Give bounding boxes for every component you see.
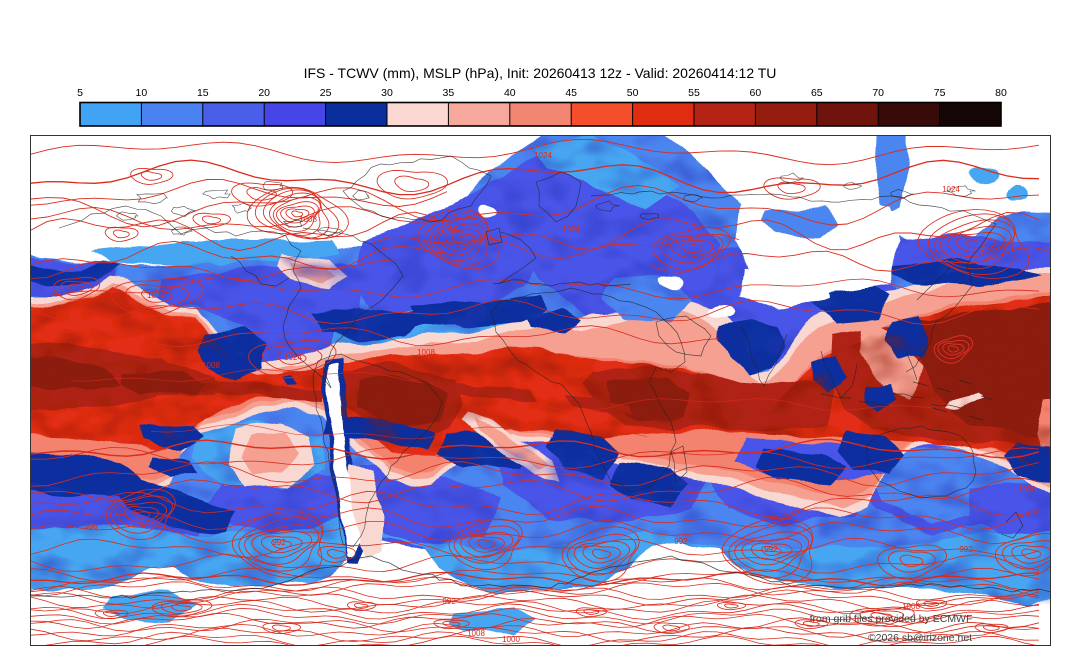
svg-text:20: 20: [258, 87, 270, 99]
svg-text:35: 35: [443, 87, 455, 99]
svg-text:1008: 1008: [202, 361, 220, 370]
svg-text:55: 55: [688, 87, 700, 99]
svg-text:1008: 1008: [902, 602, 920, 611]
svg-text:992: 992: [442, 597, 456, 606]
svg-text:80: 80: [995, 87, 1007, 99]
svg-text:992: 992: [674, 537, 688, 546]
svg-text:1000: 1000: [502, 635, 520, 644]
svg-text:10: 10: [136, 87, 148, 99]
svg-text:1008: 1008: [299, 215, 317, 224]
svg-text:1024: 1024: [942, 185, 960, 194]
svg-text:1024: 1024: [147, 291, 165, 300]
svg-text:from grib files provided by EC: from grib files provided by ECMWF: [810, 613, 973, 625]
svg-text:1008: 1008: [467, 629, 485, 638]
svg-text:©2026 sb@irizone.net: ©2026 sb@irizone.net: [868, 632, 972, 644]
svg-text:992: 992: [272, 538, 286, 547]
svg-text:15: 15: [197, 87, 209, 99]
svg-text:992: 992: [959, 545, 973, 554]
svg-text:30: 30: [381, 87, 393, 99]
svg-text:1024: 1024: [284, 353, 302, 362]
svg-text:40: 40: [504, 87, 516, 99]
svg-text:45: 45: [565, 87, 577, 99]
svg-text:75: 75: [934, 87, 946, 99]
svg-text:1024: 1024: [562, 225, 580, 234]
svg-text:25: 25: [320, 87, 332, 99]
svg-text:1008: 1008: [417, 348, 435, 357]
svg-text:1000: 1000: [1018, 485, 1036, 494]
svg-text:70: 70: [872, 87, 884, 99]
svg-text:996: 996: [84, 522, 98, 531]
svg-text:1024: 1024: [534, 151, 552, 160]
svg-text:5: 5: [77, 87, 83, 99]
svg-text:60: 60: [750, 87, 762, 99]
svg-text:65: 65: [811, 87, 823, 99]
svg-text:992: 992: [764, 545, 778, 554]
svg-text:50: 50: [627, 87, 639, 99]
